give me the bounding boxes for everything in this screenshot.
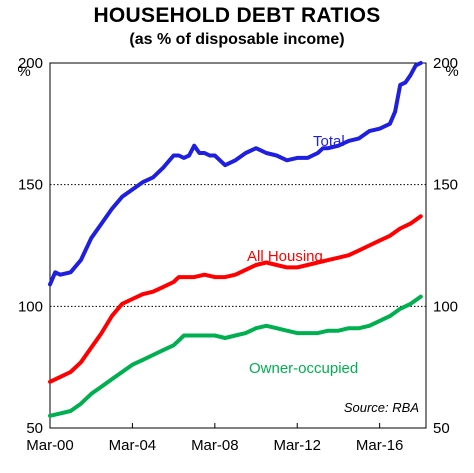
series-label-all-housing: All Housing	[247, 248, 323, 265]
chart-subtitle: (as % of disposable income)	[129, 31, 345, 48]
series-line-owner	[48, 294, 423, 418]
series-label-owner-occupied: Owner-occupied	[249, 360, 358, 377]
series-line-housing	[48, 214, 423, 384]
x-tick-label-1: Mar-04	[109, 437, 157, 454]
y-tick-left-150: 150	[18, 177, 43, 194]
chart-title: HOUSEHOLD DEBT RATIOS	[93, 4, 381, 27]
tick-layer: 50 50 100 100 150 150 200 200 Mar-00 Mar-04 Mar-08…	[18, 55, 458, 454]
series-line-total	[48, 61, 423, 287]
source-note: Source: RBA	[344, 400, 419, 415]
y-unit-left: %	[17, 63, 30, 80]
y-tick-left-200: 200	[18, 55, 43, 72]
series-label-total: Total	[313, 133, 345, 150]
series-layer	[48, 61, 423, 418]
y-tick-left-100: 100	[18, 298, 43, 315]
x-tick-label-0: Mar-00	[26, 437, 74, 454]
y-tick-right-150: 150	[433, 177, 458, 194]
x-tick-label-3: Mar-12	[273, 437, 321, 454]
plot-frame	[49, 62, 427, 429]
y-tick-right-50: 50	[433, 420, 450, 437]
x-tick-label-4: Mar-16	[356, 437, 404, 454]
grid-layer	[50, 62, 426, 307]
x-tick-label-2: Mar-08	[191, 437, 239, 454]
y-tick-right-200: 200	[433, 55, 458, 72]
y-unit-right: %	[445, 63, 458, 80]
y-tick-right-100: 100	[433, 298, 458, 315]
y-tick-left-50: 50	[26, 420, 43, 437]
